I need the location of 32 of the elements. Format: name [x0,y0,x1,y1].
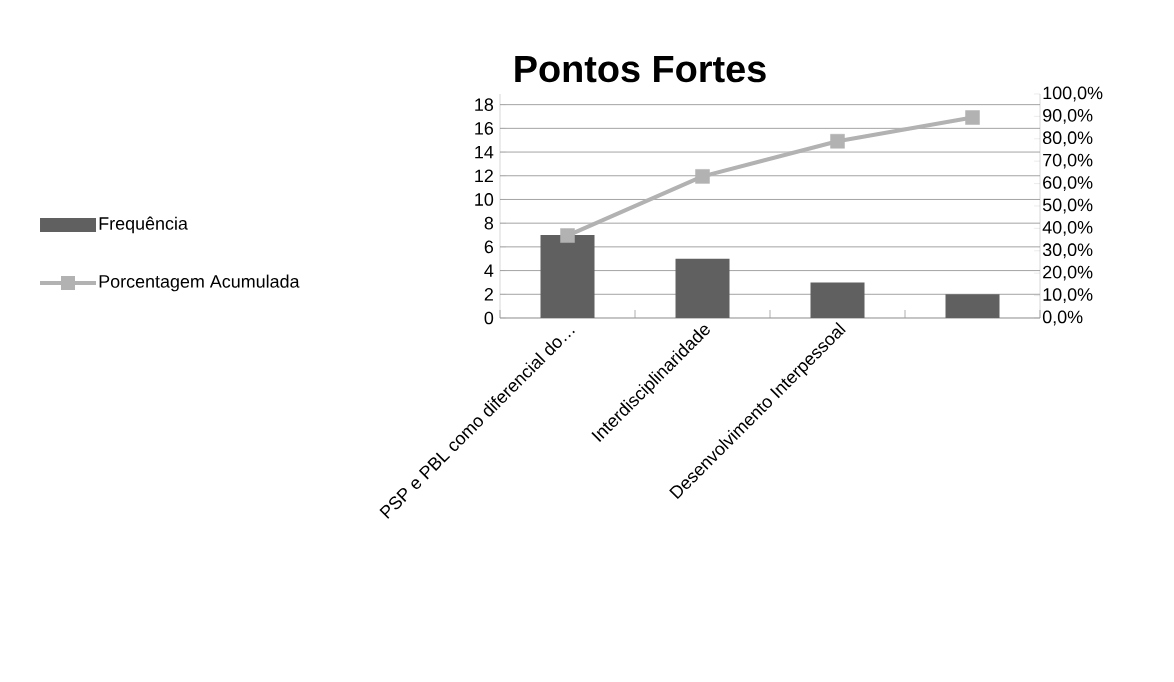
y2-tick-label: 30,0% [1042,243,1093,259]
y2-tick-label: 90,0% [1043,108,1093,124]
y2-tick-label: 0,0% [1042,310,1083,326]
bar [810,282,865,318]
point [560,228,575,243]
legend-label: Frequência [99,216,188,234]
y-tick-label: 0 [484,311,494,325]
y-tick-label: 6 [484,240,494,254]
y2-tick-label: 80,0% [1042,131,1093,147]
bar [945,294,1000,318]
point [965,110,980,125]
legend-label: Porcentagem Acumulada [99,274,300,292]
y2-tick-label: 60,0% [1043,176,1093,191]
chart-title: Pontos Fortes [515,55,766,83]
bar [675,258,730,318]
y-tick-label: 16 [475,122,494,135]
y-tick-label: 4 [484,264,494,277]
y2-tick-label: 70,0% [1043,153,1093,169]
point [695,169,710,184]
y-tick-label: 12 [475,169,493,183]
y2-tick-label: 100,0% [1043,86,1103,102]
y2-tick-label: 40,0% [1042,220,1093,236]
y-tick-label: 8 [484,216,494,230]
y-tick-label: 18 [475,98,494,111]
y2-tick-label: 50,0% [1042,198,1093,214]
y-tick-label: 14 [475,145,494,159]
y-tick-label: 2 [484,288,493,301]
bar [540,235,595,318]
y2-tick-label: 10,0% [1043,288,1093,303]
y2-tick-label: 20,0% [1043,265,1093,281]
point [830,133,845,149]
y-tick-label: 10 [475,193,494,206]
